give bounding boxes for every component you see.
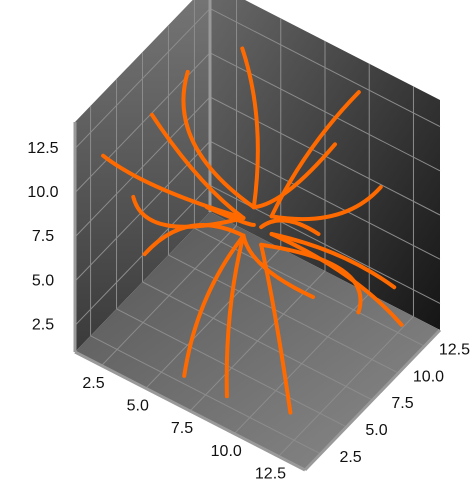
streamline (131, 194, 246, 229)
streamline (269, 90, 361, 219)
grid-line (74, 8, 211, 149)
streamline (251, 142, 337, 210)
streamline (182, 233, 246, 378)
streamline (269, 232, 397, 290)
streamline (269, 185, 383, 222)
x-tick-label: 10.0 (211, 443, 242, 460)
streamline (101, 153, 246, 220)
streamline (240, 46, 260, 210)
z-tick-label: 7.5 (32, 228, 54, 245)
y-tick-label: 2.5 (339, 449, 361, 466)
streamline (241, 233, 316, 300)
grid-line (142, 281, 373, 401)
x-tick-label: 12.5 (255, 466, 286, 482)
z-tick-label: 10.0 (27, 184, 58, 201)
y-tick-label: 7.5 (391, 395, 413, 412)
axis-edge (74, 350, 306, 472)
streamline (149, 112, 246, 220)
y-tick-label: 12.5 (439, 341, 470, 358)
grid-line (74, 185, 211, 326)
y-tick-label: 10.0 (413, 368, 444, 385)
streamline (181, 69, 256, 210)
grid-line (209, 140, 441, 260)
z-tick-label: 2.5 (32, 317, 54, 334)
z-tick-label: 5.0 (32, 272, 54, 289)
grid-line (209, 8, 441, 127)
z-tick-label: 12.5 (27, 140, 58, 157)
x-tick-label: 2.5 (82, 375, 104, 392)
axis-edge (303, 328, 442, 472)
grid-line (90, 335, 321, 455)
grid-line (168, 254, 399, 374)
streamline (224, 233, 246, 399)
x-tick-label: 7.5 (171, 420, 193, 437)
streamline (259, 242, 293, 415)
streamline (259, 242, 363, 315)
streamline (259, 218, 321, 236)
y-tick-label: 5.0 (365, 422, 387, 439)
x-tick-label: 5.0 (127, 398, 149, 415)
grid-line (116, 308, 347, 428)
